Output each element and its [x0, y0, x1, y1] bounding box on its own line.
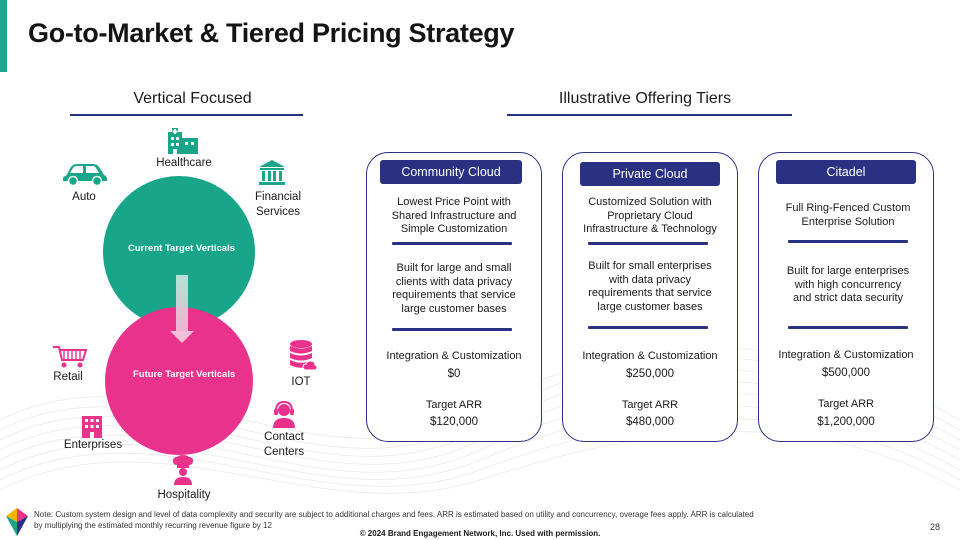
hospital-building-icon [168, 128, 198, 154]
auto-label: Auto [72, 191, 96, 203]
current-target-verticals-label: Current Target Verticals [128, 243, 236, 254]
integration-price-citadel: $500,000 [822, 367, 870, 379]
future-target-verticals-label: Future Target Verticals [133, 369, 236, 380]
vertical-focused-heading: Vertical Focused [133, 90, 252, 107]
tier-card-private [562, 152, 738, 442]
arr-label-community: Target ARR [425, 399, 483, 411]
headset-agent-icon [273, 400, 295, 428]
integration-label-citadel: Integration & Customization [778, 349, 914, 361]
offering-tiers-underline [507, 114, 792, 116]
tier-card-community [366, 152, 542, 442]
tier-divider [788, 326, 908, 329]
vertical-focused-underline [70, 114, 303, 116]
healthcare-label: Healthcare [156, 157, 212, 169]
office-building-icon [82, 416, 102, 438]
shopping-cart-icon [53, 346, 88, 368]
integration-price-private: $250,000 [626, 368, 674, 380]
title-accent-bar [0, 0, 7, 72]
bank-icon [259, 160, 285, 185]
retail-label: Retail [53, 371, 83, 383]
tier-summary-community: Lowest Price Point with Shared Infrastru… [391, 196, 517, 236]
copyright-notice: © 2024 Brand Engagement Network, Inc. Us… [359, 529, 601, 538]
chef-icon [173, 455, 193, 485]
footnote: Note: Custom system design and level of … [34, 510, 754, 530]
tier-target-private: Built for small enterprises with data pr… [588, 260, 712, 313]
arr-value-citadel: $1,200,000 [817, 416, 875, 428]
iot-label: IOT [291, 376, 311, 388]
brand-logo-icon [6, 508, 28, 536]
tier-divider [392, 242, 512, 245]
tier-tab-community: Community Cloud [380, 160, 522, 184]
tier-card-citadel [758, 152, 934, 442]
offering-tiers-heading: Illustrative Offering Tiers [558, 90, 732, 107]
tier-tab-private: Private Cloud [580, 162, 720, 186]
arr-value-private: $480,000 [626, 416, 674, 428]
slide-title: Go-to-Market & Tiered Pricing Strategy [28, 18, 515, 48]
integration-label-private: Integration & Customization [582, 350, 718, 362]
hospitality-label: Hospitality [157, 489, 211, 501]
tier-summary-citadel: Full Ring-Fenced Custom Enterprise Solut… [785, 202, 911, 228]
enterprises-label: Enterprises [63, 439, 123, 451]
arr-value-community: $120,000 [430, 416, 478, 428]
tier-target-community: Built for large and small clients with d… [392, 262, 516, 315]
integration-price-community: $0 [447, 368, 461, 380]
tier-divider [588, 326, 708, 329]
database-cloud-icon [290, 340, 317, 371]
tier-tab-citadel: Citadel [776, 160, 916, 184]
tier-divider [788, 240, 908, 243]
page-number: 28 [929, 522, 940, 532]
transition-arrow [176, 275, 188, 333]
arr-label-citadel: Target ARR [817, 398, 875, 410]
contact-centers-label: Contact Centers [263, 431, 305, 458]
tier-summary-private: Customized Solution with Proprietary Clo… [583, 196, 717, 236]
financial-services-label: Financial Services [254, 191, 302, 218]
arr-label-private: Target ARR [621, 399, 679, 411]
car-icon [63, 164, 107, 186]
tier-divider [392, 328, 512, 331]
transition-arrow-head [170, 331, 194, 343]
tier-target-citadel: Built for large enterprises with high co… [786, 265, 910, 305]
integration-label-community: Integration & Customization [386, 350, 522, 362]
tier-divider [588, 242, 708, 245]
